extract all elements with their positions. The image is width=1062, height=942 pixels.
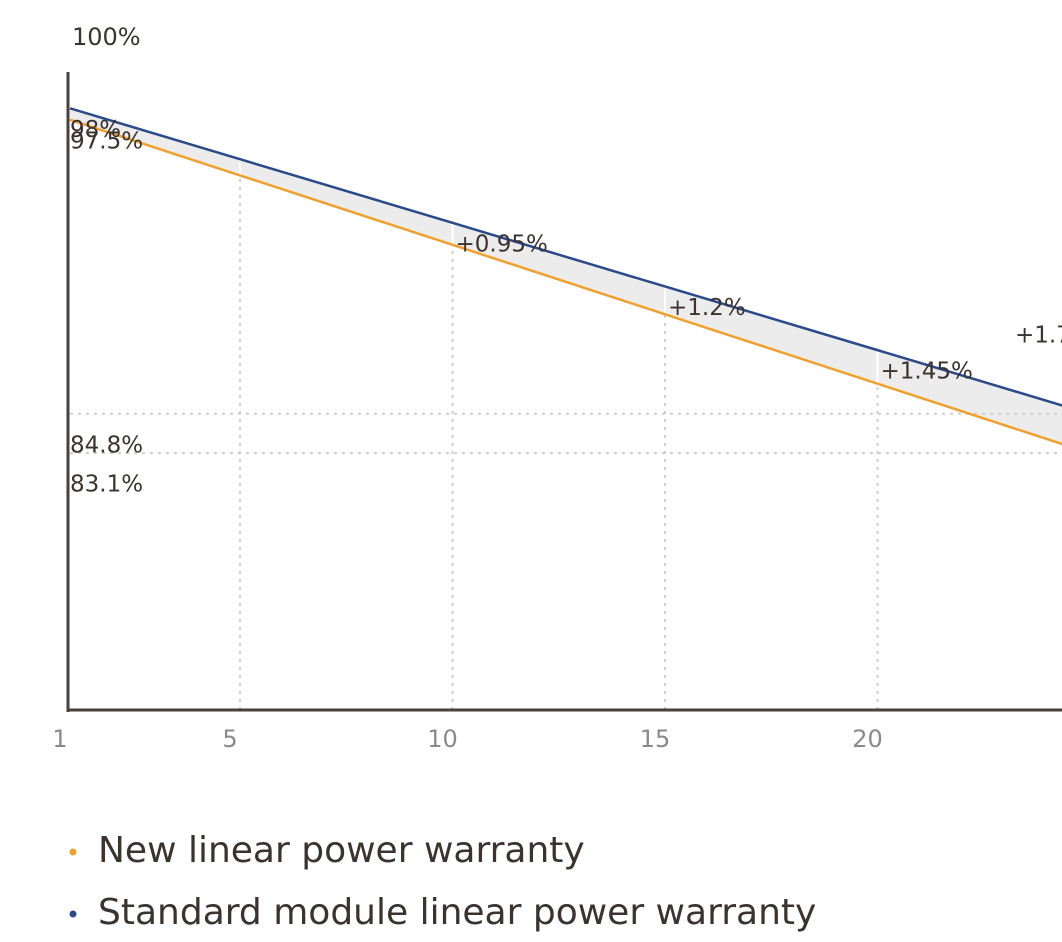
series-line xyxy=(69,118,1062,446)
y-axis-label: 100% xyxy=(72,23,141,51)
series-line xyxy=(69,107,1062,407)
value-label: 83.1% xyxy=(70,472,143,498)
x-tick-label: 20 xyxy=(852,725,883,753)
legend-marker xyxy=(69,848,77,856)
x-tick-label: 1 xyxy=(52,725,67,753)
x-tick-label: 15 xyxy=(640,725,671,753)
legend-label: Standard module linear power warranty xyxy=(98,892,816,933)
value-label: 97.5% xyxy=(70,128,143,154)
x-tick-label: 10 xyxy=(427,725,458,753)
x-tick-label: 5 xyxy=(222,725,237,753)
gap-label: +0.95% xyxy=(456,231,548,257)
value-label: 84.8% xyxy=(70,432,143,458)
gap-label: +1.45% xyxy=(881,359,973,385)
gap-band xyxy=(70,108,1062,444)
value-label: 98% xyxy=(70,117,121,143)
legend-label: New linear power warranty xyxy=(98,830,585,871)
legend-marker xyxy=(69,910,77,918)
gap-label: +1.7% xyxy=(1015,322,1062,348)
gap-label: +1.2% xyxy=(668,295,746,321)
